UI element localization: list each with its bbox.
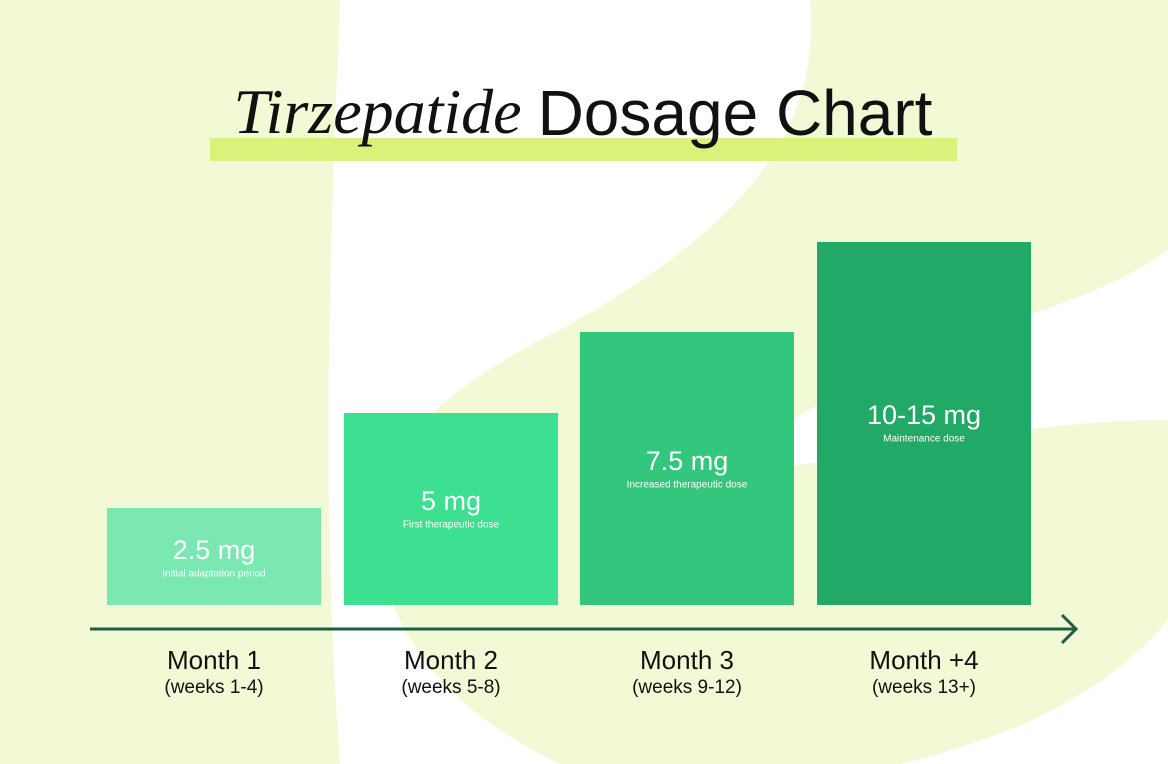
dose-label: 5 mg	[421, 486, 481, 516]
background-shape	[328, 0, 812, 764]
title-rest: Dosage Chart	[538, 77, 933, 149]
dose-label: 10-15 mg	[867, 400, 981, 430]
weeks-label: (weeks 5-8)	[401, 677, 500, 698]
dose-note: Increased therapeutic dose	[627, 480, 748, 491]
title-highlight	[210, 138, 957, 161]
step-block	[817, 242, 1031, 605]
period-label: Month 3	[640, 645, 734, 675]
step-block	[344, 413, 558, 605]
dose-note: Maintenance dose	[883, 434, 965, 445]
timeline-arrow	[1060, 613, 1079, 645]
dose-label: 7.5 mg	[646, 446, 729, 476]
chart-title: Tirzepatide Dosage Chart	[234, 76, 933, 149]
title-emphasis: Tirzepatide	[234, 76, 522, 147]
period-label: Month 1	[167, 645, 261, 675]
weeks-label: (weeks 13+)	[872, 677, 976, 698]
weeks-label: (weeks 1-4)	[164, 677, 263, 698]
weeks-label: (weeks 9-12)	[632, 677, 742, 698]
background-shape	[900, 620, 1168, 764]
step-block	[580, 332, 794, 605]
period-label: Month 2	[404, 645, 498, 675]
dose-note: First therapeutic dose	[403, 520, 500, 531]
period-label: Month +4	[869, 645, 978, 675]
dose-note: Initial adaptation period	[162, 569, 265, 580]
dose-label: 2.5 mg	[173, 535, 256, 565]
step-block	[107, 508, 321, 605]
